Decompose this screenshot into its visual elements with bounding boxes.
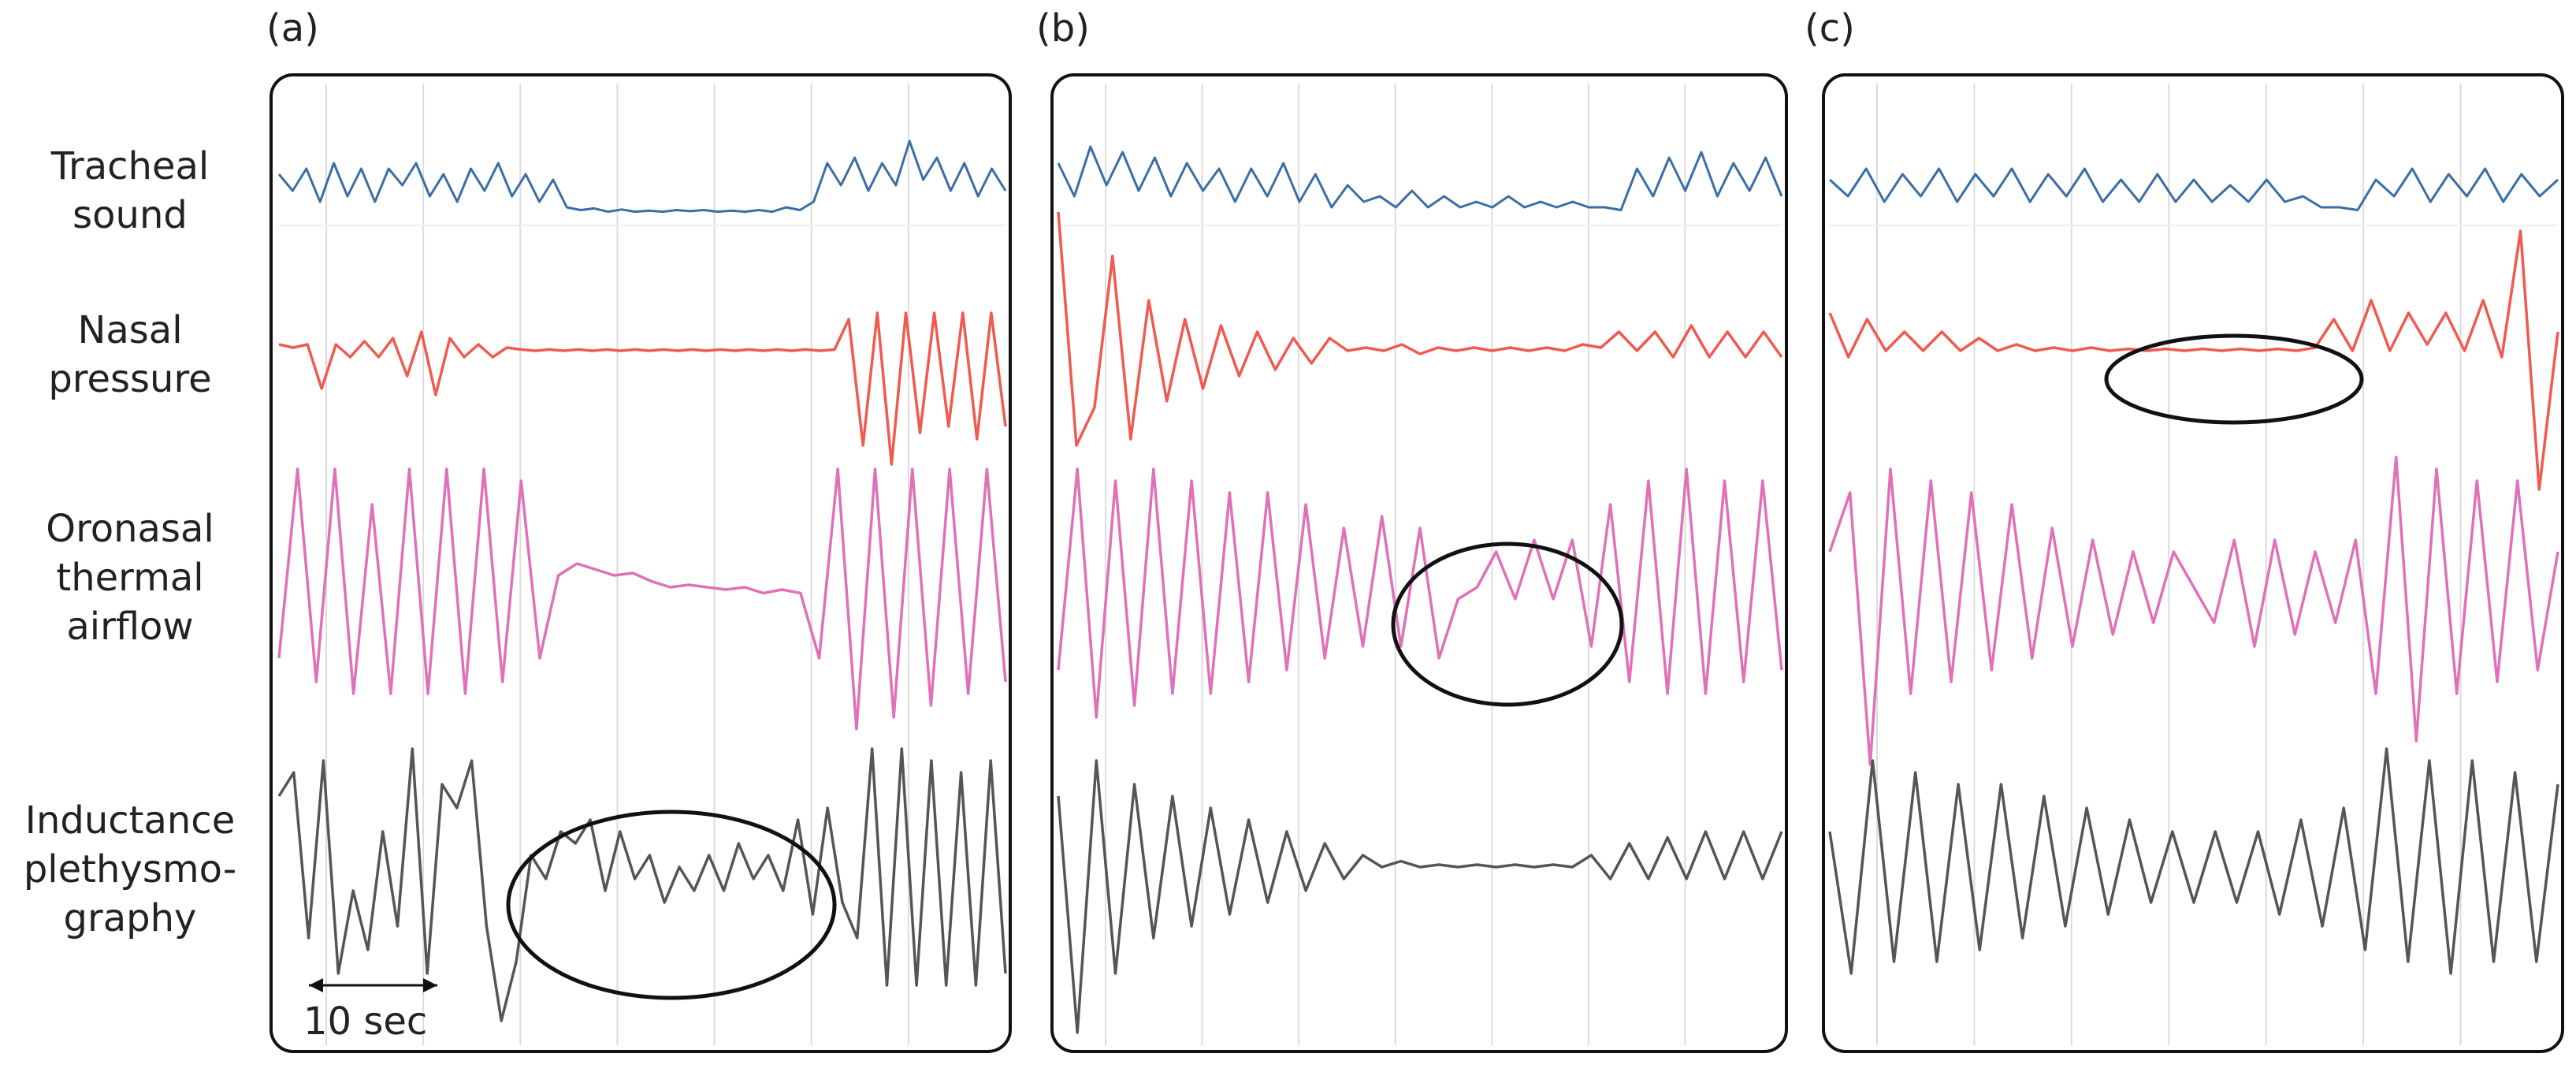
panel-frame-b	[1050, 73, 1788, 1053]
row-label-thermal-line1: Oronasal	[46, 507, 214, 551]
panel-letter-c: (c)	[1805, 6, 1855, 50]
row-label-inductance: Inductance plethysmo- graphy	[0, 796, 260, 943]
nasal-trace-c	[1828, 229, 2559, 491]
thermal-trace-a	[277, 467, 1007, 731]
row-label-tracheal-line2: sound	[72, 193, 188, 237]
thermal-trace-c	[1828, 456, 2559, 766]
row-label-nasal: Nasal pressure	[0, 306, 260, 404]
panel-letter-b: (b)	[1036, 6, 1090, 50]
row-label-thermal-line3: airflow	[66, 605, 194, 649]
annotation-ellipse-a	[506, 810, 837, 1000]
panel-letter-a: (a)	[266, 6, 319, 50]
row-label-inductance-line1: Inductance	[24, 798, 236, 843]
nasal-trace-a	[278, 311, 1007, 466]
scale-bar-label: 10 sec	[303, 999, 428, 1044]
annotation-ellipse-c	[2104, 333, 2364, 425]
row-label-thermal-line2: thermal	[56, 556, 204, 600]
row-label-inductance-line3: graphy	[63, 896, 197, 940]
scale-bar-arrow-right	[423, 978, 437, 992]
scale-bar-arrow-left	[309, 978, 323, 992]
inductance-trace-c	[1828, 747, 2559, 975]
annotation-ellipse-b	[1391, 542, 1624, 707]
nasal-trace-b	[1057, 211, 1783, 447]
row-label-inductance-line2: plethysmo-	[23, 847, 237, 891]
thermal-trace-b	[1057, 467, 1783, 719]
row-label-nasal-line1: Nasal	[77, 308, 183, 352]
row-label-tracheal: Tracheal sound	[0, 142, 260, 240]
row-label-tracheal-line1: Tracheal	[50, 144, 210, 188]
inductance-trace-b	[1057, 759, 1783, 1034]
tracheal-trace-b	[1057, 145, 1783, 211]
inductance-trace-a	[277, 747, 1007, 1022]
tracheal-trace-a	[277, 140, 1007, 214]
row-label-nasal-line2: pressure	[48, 357, 212, 401]
row-label-thermal: Oronasal thermal airflow	[0, 504, 260, 651]
tracheal-trace-c	[1828, 167, 2559, 211]
